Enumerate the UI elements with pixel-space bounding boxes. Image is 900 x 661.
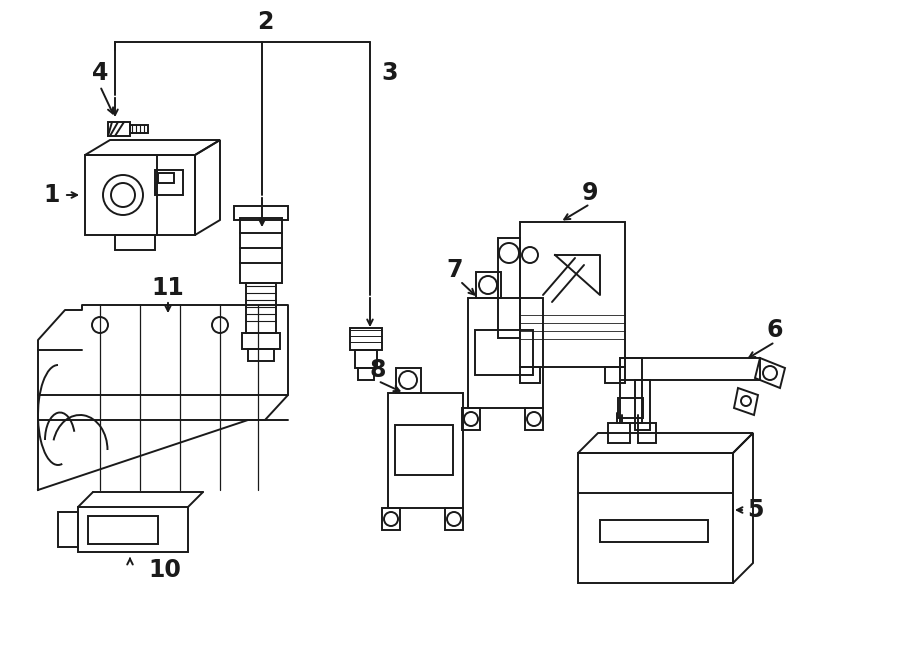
Text: 7: 7	[446, 258, 464, 282]
Bar	[234, 206, 288, 220]
Text: 10: 10	[148, 558, 182, 582]
Bar	[498, 238, 520, 338]
Text: 8: 8	[370, 358, 386, 382]
Text: 11: 11	[151, 276, 184, 300]
Bar	[85, 155, 195, 235]
Bar	[115, 235, 155, 250]
Bar	[638, 423, 656, 443]
Bar	[605, 367, 625, 383]
Bar	[445, 508, 463, 530]
Bar	[240, 218, 282, 283]
Bar	[358, 368, 374, 380]
Bar	[88, 516, 158, 544]
Bar	[382, 508, 400, 530]
Bar	[462, 408, 480, 430]
Text: 9: 9	[581, 181, 598, 205]
Bar	[618, 398, 643, 418]
Bar	[130, 125, 148, 133]
Bar	[155, 170, 183, 195]
Bar	[578, 453, 733, 583]
Bar	[246, 283, 276, 333]
Text: 3: 3	[382, 61, 398, 85]
Bar	[520, 222, 625, 367]
Bar	[520, 367, 540, 383]
Bar	[242, 333, 280, 349]
Bar	[635, 380, 650, 430]
Bar	[350, 328, 382, 350]
Bar	[620, 358, 760, 380]
Text: 2: 2	[256, 10, 274, 34]
Bar	[395, 425, 453, 475]
Bar	[475, 330, 533, 375]
Bar	[355, 350, 377, 368]
Bar	[388, 393, 463, 508]
Text: 5: 5	[747, 498, 763, 522]
Bar	[525, 408, 543, 430]
Bar	[58, 512, 78, 547]
Bar	[620, 358, 642, 423]
Bar	[468, 298, 543, 408]
Bar	[78, 507, 188, 552]
Bar	[476, 272, 501, 298]
Bar	[396, 368, 421, 393]
Bar	[608, 423, 630, 443]
Text: 6: 6	[767, 318, 783, 342]
Text: 1: 1	[44, 183, 60, 207]
Bar	[108, 122, 130, 136]
Bar	[158, 173, 174, 183]
Bar	[600, 520, 708, 542]
Bar	[248, 349, 274, 361]
Text: 4: 4	[92, 61, 108, 85]
